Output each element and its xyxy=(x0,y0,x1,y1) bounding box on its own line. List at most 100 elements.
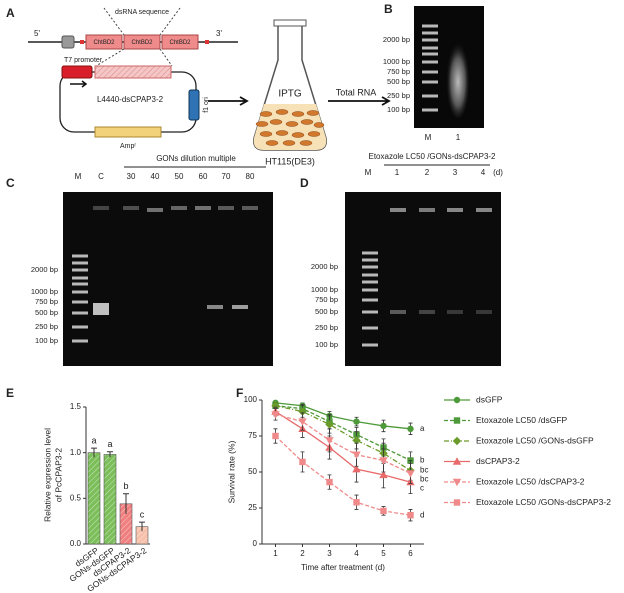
promoter-label: T7 promoter xyxy=(64,57,103,64)
marker xyxy=(353,418,360,425)
marker xyxy=(353,499,360,506)
marker xyxy=(271,401,280,410)
significance-letter: c xyxy=(140,509,145,519)
x-tick-label: 1 xyxy=(273,549,278,558)
bar xyxy=(103,454,117,545)
legend-marker xyxy=(452,457,462,465)
marker xyxy=(352,464,361,473)
legend-marker xyxy=(452,436,462,446)
marker xyxy=(299,458,306,466)
band xyxy=(242,206,258,210)
marker xyxy=(352,436,361,445)
ladder-label: 750 bp xyxy=(35,297,58,306)
band xyxy=(419,208,435,212)
series-line xyxy=(275,435,411,516)
legend-label: dsCPAP3-2 xyxy=(476,456,520,466)
ladder-band xyxy=(422,31,438,35)
legend-label: Etoxazole LC50 /GONs-dsGFP xyxy=(476,435,594,445)
ladder-label: 500 bp xyxy=(387,77,410,86)
lane-label: 30 xyxy=(127,172,136,181)
domain-label: ChtBD2 xyxy=(131,40,153,46)
ori-label: f1 ori xyxy=(203,97,210,113)
flask-neck xyxy=(273,19,307,27)
domain-box xyxy=(123,34,161,50)
significance-letter: c xyxy=(420,484,424,493)
legend-label: Etoxazole LC50 /dsGFP xyxy=(476,415,568,425)
y-tick-label: 0.0 xyxy=(70,539,82,548)
significance-letter: a xyxy=(91,435,96,445)
plasmid-label: L4440-dsCPAP3-2 xyxy=(97,95,164,104)
ladder-band xyxy=(72,325,88,329)
y-tick-label: 50 xyxy=(248,467,257,476)
ladder-label: 750 bp xyxy=(387,67,410,76)
ladder-band xyxy=(422,80,438,84)
y-axis-title: of PcCPAP3-2 xyxy=(53,448,63,502)
band xyxy=(476,208,492,212)
ladder-band xyxy=(362,265,378,269)
ori-box xyxy=(188,89,200,121)
ladder-label: 250 bp xyxy=(387,91,410,100)
error-bar xyxy=(139,521,145,532)
ladder-band xyxy=(422,24,438,28)
marker xyxy=(380,507,387,515)
ladder-band xyxy=(362,288,378,292)
stop-box xyxy=(205,40,209,44)
lane-label: 4 xyxy=(481,168,486,177)
ladder-band xyxy=(72,268,88,272)
error-bar xyxy=(107,451,113,458)
band xyxy=(207,305,223,309)
ladder-band xyxy=(362,298,378,302)
y-tick-label: 0 xyxy=(253,539,258,548)
y-tick-label: 25 xyxy=(248,503,257,512)
ladder-label: 1000 bp xyxy=(31,287,58,296)
x-axis-title: Time after treatment (d) xyxy=(301,563,385,572)
series-line xyxy=(275,405,411,462)
band xyxy=(195,206,211,210)
ladder-label: 500 bp xyxy=(315,307,338,316)
ladder-label: 2000 bp xyxy=(383,35,410,44)
ladder-band xyxy=(72,300,88,304)
legend-marker xyxy=(452,478,462,487)
marker xyxy=(407,512,414,519)
domain-label: ChtBD2 xyxy=(169,40,191,46)
bacteria xyxy=(255,109,325,146)
domain-label: ChtBD2 xyxy=(93,40,115,46)
marker xyxy=(407,425,414,432)
x-tick-label: 2 xyxy=(300,549,305,558)
panel-label: C xyxy=(6,176,15,190)
five-prime: 5' xyxy=(34,29,40,38)
significance-letter: bc xyxy=(420,466,428,475)
error-bar xyxy=(123,493,129,514)
series-line xyxy=(275,410,411,483)
marker xyxy=(379,457,388,465)
marker xyxy=(379,470,388,479)
ladder-band xyxy=(362,251,378,255)
band xyxy=(147,208,163,212)
panel-label: F xyxy=(236,386,243,400)
marker xyxy=(325,420,334,429)
band xyxy=(476,310,492,314)
marker xyxy=(326,478,333,486)
marker xyxy=(298,418,307,426)
ladder-band xyxy=(72,290,88,294)
gel-title: GONs dilution multiple xyxy=(156,154,236,163)
ladder-band xyxy=(72,254,88,258)
lane-label: M xyxy=(365,168,372,177)
band xyxy=(447,208,463,212)
ladder-band xyxy=(362,273,378,277)
ladder-band xyxy=(72,311,88,315)
ladder-band xyxy=(362,343,378,347)
arrow xyxy=(208,96,249,106)
dsrna-label: dsRNA sequence xyxy=(115,9,169,16)
lane-label: 2 xyxy=(425,168,430,177)
y-axis-title: Survival rate (%) xyxy=(226,440,236,503)
ladder-label: 1000 bp xyxy=(383,57,410,66)
ladder-label: 100 bp xyxy=(315,340,338,349)
marker xyxy=(352,451,361,459)
significance-letter: bc xyxy=(420,475,428,484)
x-tick-label: 4 xyxy=(354,549,359,558)
dsrna-guides xyxy=(95,7,181,67)
ladder-band xyxy=(422,60,438,64)
lane-label: 80 xyxy=(246,172,255,181)
